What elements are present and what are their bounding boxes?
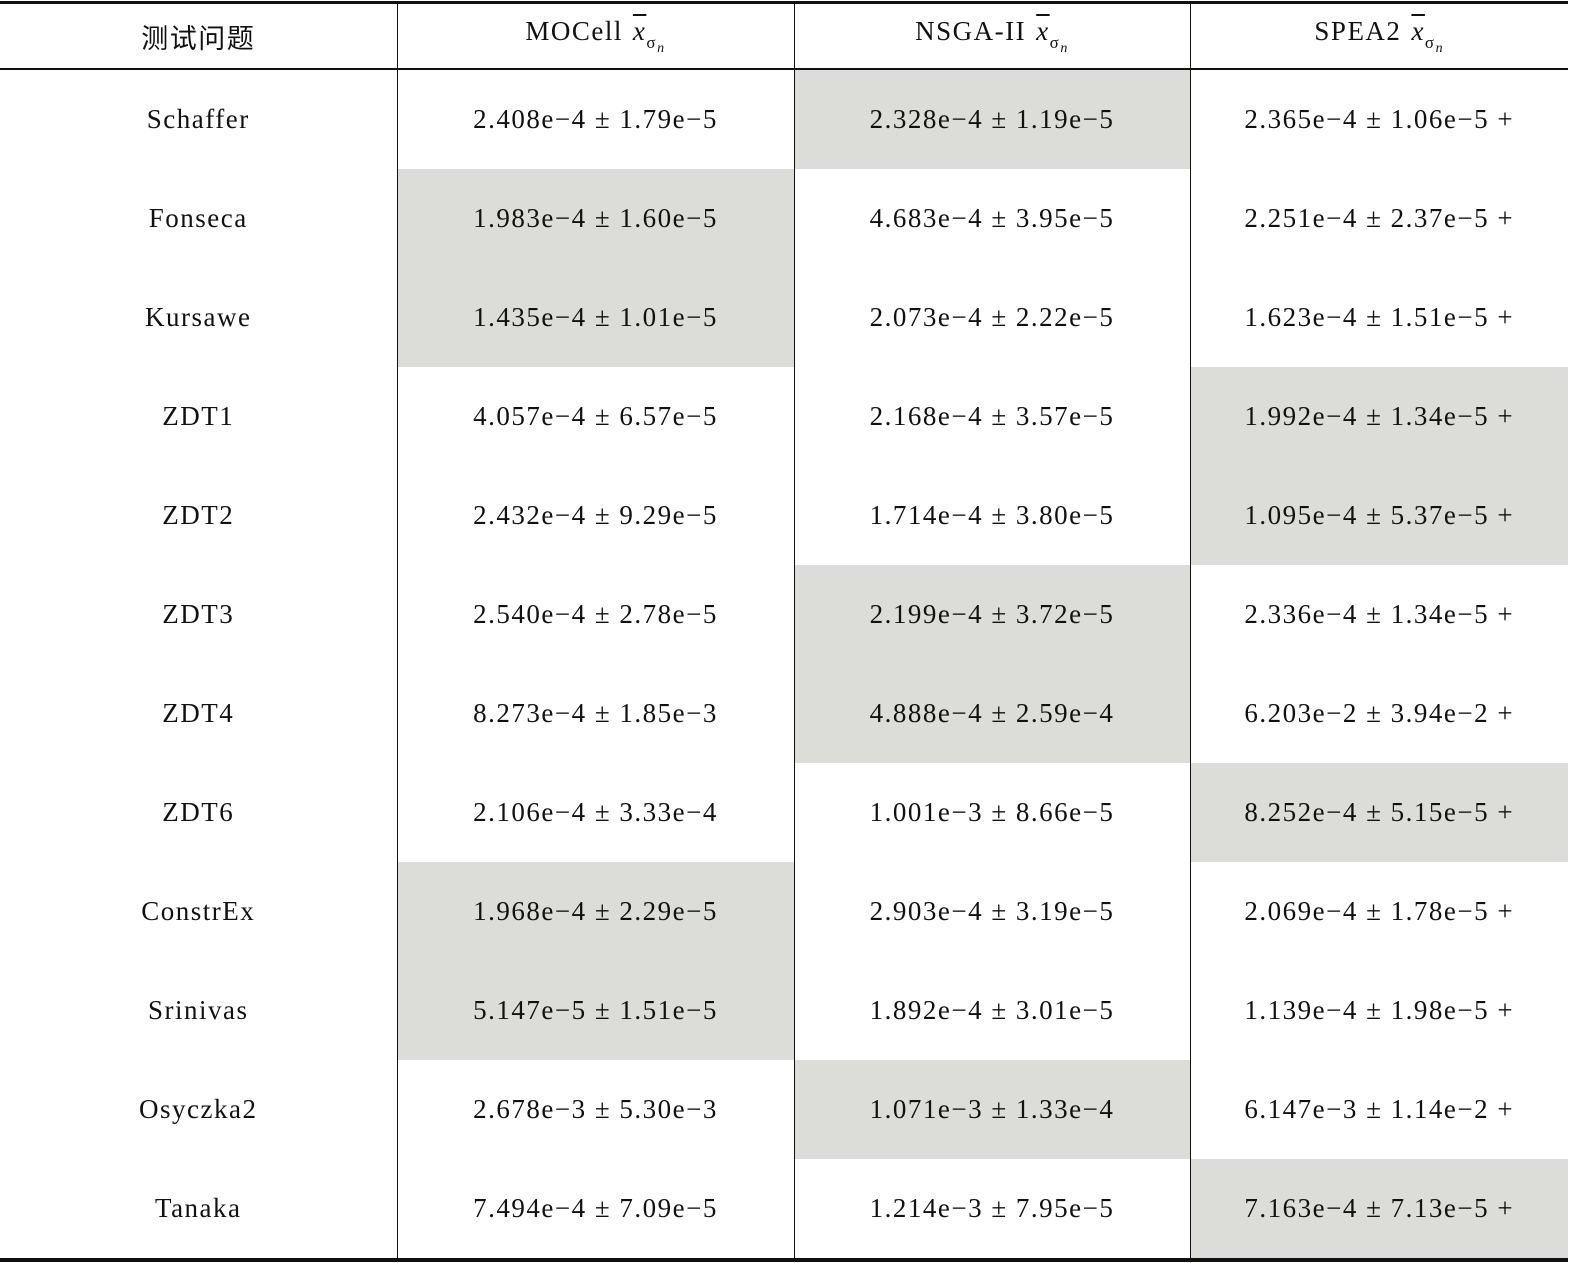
statistic-sub: σ [646,32,658,52]
result-cell: 1.139e−4 ± 1.98e−5 + [1189,961,1568,1060]
result-cell: 2.073e−4 ± 2.22e−5 [793,268,1190,367]
statistic-symbol: x [1036,15,1050,46]
problem-name: Fonseca [148,203,248,233]
result-cell: 1.095e−4 ± 5.37e−5 + [1189,466,1568,565]
result-cell: 1.435e−4 ± 1.01e−5 [396,268,794,367]
statistic-subscript: σn [1049,32,1069,56]
problem-name: Srinivas [147,995,249,1025]
problem-name: Schaffer [146,104,250,134]
result-cell: 2.328e−4 ± 1.19e−5 [793,69,1190,169]
result-cell: 1.892e−4 ± 3.01e−5 [793,961,1190,1060]
table-row: Srinivas 5.147e−5 ± 1.51e−5 1.892e−4 ± 3.0… [0,961,1568,1060]
column-name: SPEA2 [1314,15,1402,46]
table-row: ZDT1 4.057e−4 ± 6.57e−5 2.168e−4 ± 3.57e−5… [0,367,1568,466]
result-cell: 2.168e−4 ± 3.57e−5 [793,367,1190,466]
result-cell: 6.147e−3 ± 1.14e−2 + [1189,1060,1568,1159]
result-cell: 4.683e−4 ± 3.95e−5 [793,169,1190,268]
result-cell: 7.163e−4 ± 7.13e−5 + [1189,1159,1568,1260]
table-row: ZDT3 2.540e−4 ± 2.78e−5 2.199e−4 ± 3.72e−5… [0,565,1568,664]
table-row: Kursawe 1.435e−4 ± 1.01e−5 2.073e−4 ± 2.22… [0,268,1568,367]
result-cell: 2.069e−4 ± 1.78e−5 + [1189,862,1568,961]
result-cell: 1.623e−4 ± 1.51e−5 + [1189,268,1568,367]
statistic-symbol: x [1411,15,1425,46]
result-cell: 1.071e−3 ± 1.33e−4 [793,1060,1190,1159]
result-cell: 1.001e−3 ± 8.66e−5 [793,763,1190,862]
column-name: MOCell [525,15,623,46]
column-header: SPEA2 xσn [1189,2,1568,70]
table-row: ZDT2 2.432e−4 ± 9.29e−5 1.714e−4 ± 3.80e−5… [0,466,1568,565]
result-cell: 4.888e−4 ± 2.59e−4 [793,664,1190,763]
result-cell: 2.199e−4 ± 3.72e−5 [793,565,1190,664]
statistic-sub: σ [1049,32,1061,52]
result-cell: 5.147e−5 ± 1.51e−5 [396,961,794,1060]
result-cell: 1.968e−4 ± 2.29e−5 [396,862,794,961]
column-header: 测试问题 [0,2,397,70]
result-cell: 8.273e−4 ± 1.85e−3 [396,664,794,763]
problem-name: ZDT2 [162,500,235,530]
column-header: MOCell xσn [396,2,794,70]
problem-name: ZDT1 [162,401,235,431]
result-cell: 2.903e−4 ± 3.19e−5 [793,862,1190,961]
table-row: Tanaka 7.494e−4 ± 7.09e−5 1.214e−3 ± 7.95e… [0,1159,1568,1260]
problem-name: ZDT3 [162,599,235,629]
problem-name: ZDT6 [162,797,235,827]
statistic-sub: σ [1424,32,1436,52]
statistic-subsub: n [657,40,666,56]
problem-name: ConstrEx [141,896,256,926]
result-cell: 1.983e−4 ± 1.60e−5 [396,169,794,268]
statistic-subsub: n [1060,40,1069,56]
result-cell: 2.336e−4 ± 1.34e−5 + [1189,565,1568,664]
header-row: 测试问题 MOCell xσn NSGA-II xσn SPEA2 xσn [0,2,1568,70]
problem-name: ZDT4 [162,698,235,728]
problem-name: Kursawe [145,302,252,332]
table-row: Fonseca 1.983e−4 ± 1.60e−5 4.683e−4 ± 3.95… [0,169,1568,268]
result-cell: 1.214e−3 ± 7.95e−5 [793,1159,1190,1260]
statistic-subscript: σn [646,32,665,56]
result-cell: 2.251e−4 ± 2.37e−5 + [1189,169,1568,268]
problem-name: Osyczka2 [139,1094,258,1124]
result-cell: 1.992e−4 ± 1.34e−5 + [1189,367,1568,466]
column-name: 测试问题 [141,23,256,54]
result-cell: 2.678e−3 ± 5.30e−3 [396,1060,794,1159]
result-cell: 2.106e−4 ± 3.33e−4 [396,763,794,862]
table-body: Schaffer 2.408e−4 ± 1.79e−5 2.328e−4 ± 1.1… [0,69,1568,1260]
table-row: ZDT6 2.106e−4 ± 3.33e−4 1.001e−3 ± 8.66e−5… [0,763,1568,862]
table-row: Osyczka2 2.678e−3 ± 5.30e−3 1.071e−3 ± 1.3… [0,1060,1568,1159]
table-row: Schaffer 2.408e−4 ± 1.79e−5 2.328e−4 ± 1.1… [0,69,1568,169]
result-cell: 2.432e−4 ± 9.29e−5 [396,466,794,565]
result-cell: 2.408e−4 ± 1.79e−5 [396,69,794,169]
table-row: ConstrEx 1.968e−4 ± 2.29e−5 2.903e−4 ± 3.1… [0,862,1568,961]
table-row: ZDT4 8.273e−4 ± 1.85e−3 4.888e−4 ± 2.59e−4… [0,664,1568,763]
statistic-subsub: n [1435,40,1445,56]
statistic-symbol: x [632,15,647,46]
result-cell: 4.057e−4 ± 6.57e−5 [396,367,794,466]
result-cell: 2.365e−4 ± 1.06e−5 + [1189,69,1568,169]
result-cell: 2.540e−4 ± 2.78e−5 [396,565,794,664]
result-cell: 1.714e−4 ± 3.80e−5 [793,466,1190,565]
column-name: NSGA-II [915,15,1027,46]
result-cell: 7.494e−4 ± 7.09e−5 [396,1159,794,1260]
result-cell: 6.203e−2 ± 3.94e−2 + [1189,664,1568,763]
problem-name: Tanaka [154,1193,242,1223]
result-cell: 8.252e−4 ± 5.15e−5 + [1189,763,1568,862]
statistic-subscript: σn [1424,32,1444,56]
column-header: NSGA-II xσn [793,2,1190,70]
